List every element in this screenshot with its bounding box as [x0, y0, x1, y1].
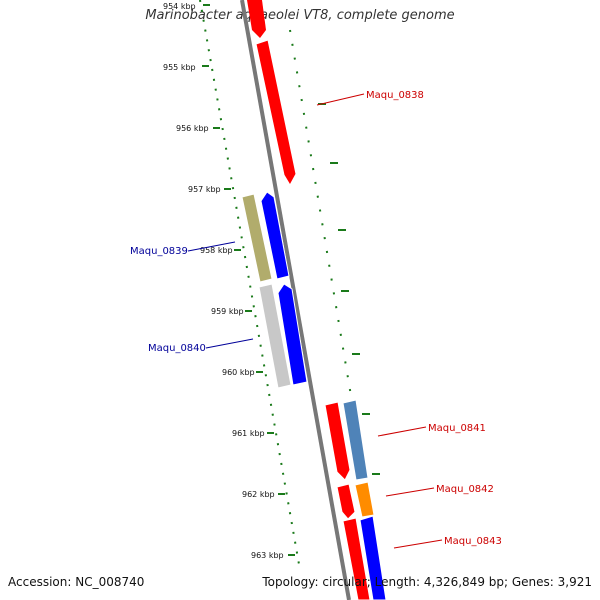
feature-gray[interactable] [258, 283, 292, 389]
cds-reverse-0843b[interactable] [359, 515, 387, 600]
feature-orange[interactable] [354, 481, 375, 518]
leader-line-0841 [377, 426, 427, 437]
gene-label-maqu-0840[interactable]: Maqu_0840 [148, 343, 206, 354]
leader-line-0839 [187, 241, 236, 252]
tick-label-955: 955 kbp [163, 63, 196, 72]
tick-label-954: 954 kbp [163, 2, 196, 11]
tick-label-960: 960 kbp [222, 368, 255, 377]
map-title: Marinobacter aquaeolei VT8, complete gen… [145, 8, 455, 23]
cds-forward-0841[interactable] [324, 401, 351, 481]
feature-olive[interactable] [241, 193, 273, 283]
gene-label-maqu-0841[interactable]: Maqu_0841 [428, 423, 486, 434]
leader-line-0842 [385, 487, 435, 497]
tick-label-962: 962 kbp [242, 490, 275, 499]
genome-backbone [240, 0, 351, 600]
tick-label-959: 959 kbp [211, 307, 244, 316]
tick-marks [202, 4, 380, 556]
cds-reverse-0840[interactable] [277, 283, 308, 386]
gene-label-maqu-0842[interactable]: Maqu_0842 [436, 484, 494, 495]
cds-reverse-0839[interactable] [260, 191, 290, 280]
tick-label-957: 957 kbp [188, 185, 221, 194]
gene-label-maqu-0838[interactable]: Maqu_0838 [366, 90, 424, 101]
genome-summary-label: Topology: circular; Length: 4,326,849 bp… [262, 575, 592, 589]
accession-label: Accession: NC_008740 [8, 575, 145, 589]
leader-line-0838 [316, 93, 365, 106]
tick-label-961: 961 kbp [232, 429, 265, 438]
feature-steelblue[interactable] [342, 399, 369, 481]
gene-label-maqu-0839[interactable]: Maqu_0839 [130, 246, 188, 257]
leader-line-0843 [393, 539, 443, 549]
tick-label-958: 958 kbp [200, 246, 233, 255]
leader-line-0840 [205, 338, 254, 349]
cds-forward-0843[interactable] [342, 517, 371, 600]
cds-forward-0838[interactable] [255, 39, 297, 187]
tick-label-956: 956 kbp [176, 124, 209, 133]
gene-label-maqu-0843[interactable]: Maqu_0843 [444, 536, 502, 547]
cds-forward-0842[interactable] [336, 483, 356, 520]
tick-label-963: 963 kbp [251, 551, 284, 560]
cds-forward-0837[interactable] [247, 0, 266, 38]
